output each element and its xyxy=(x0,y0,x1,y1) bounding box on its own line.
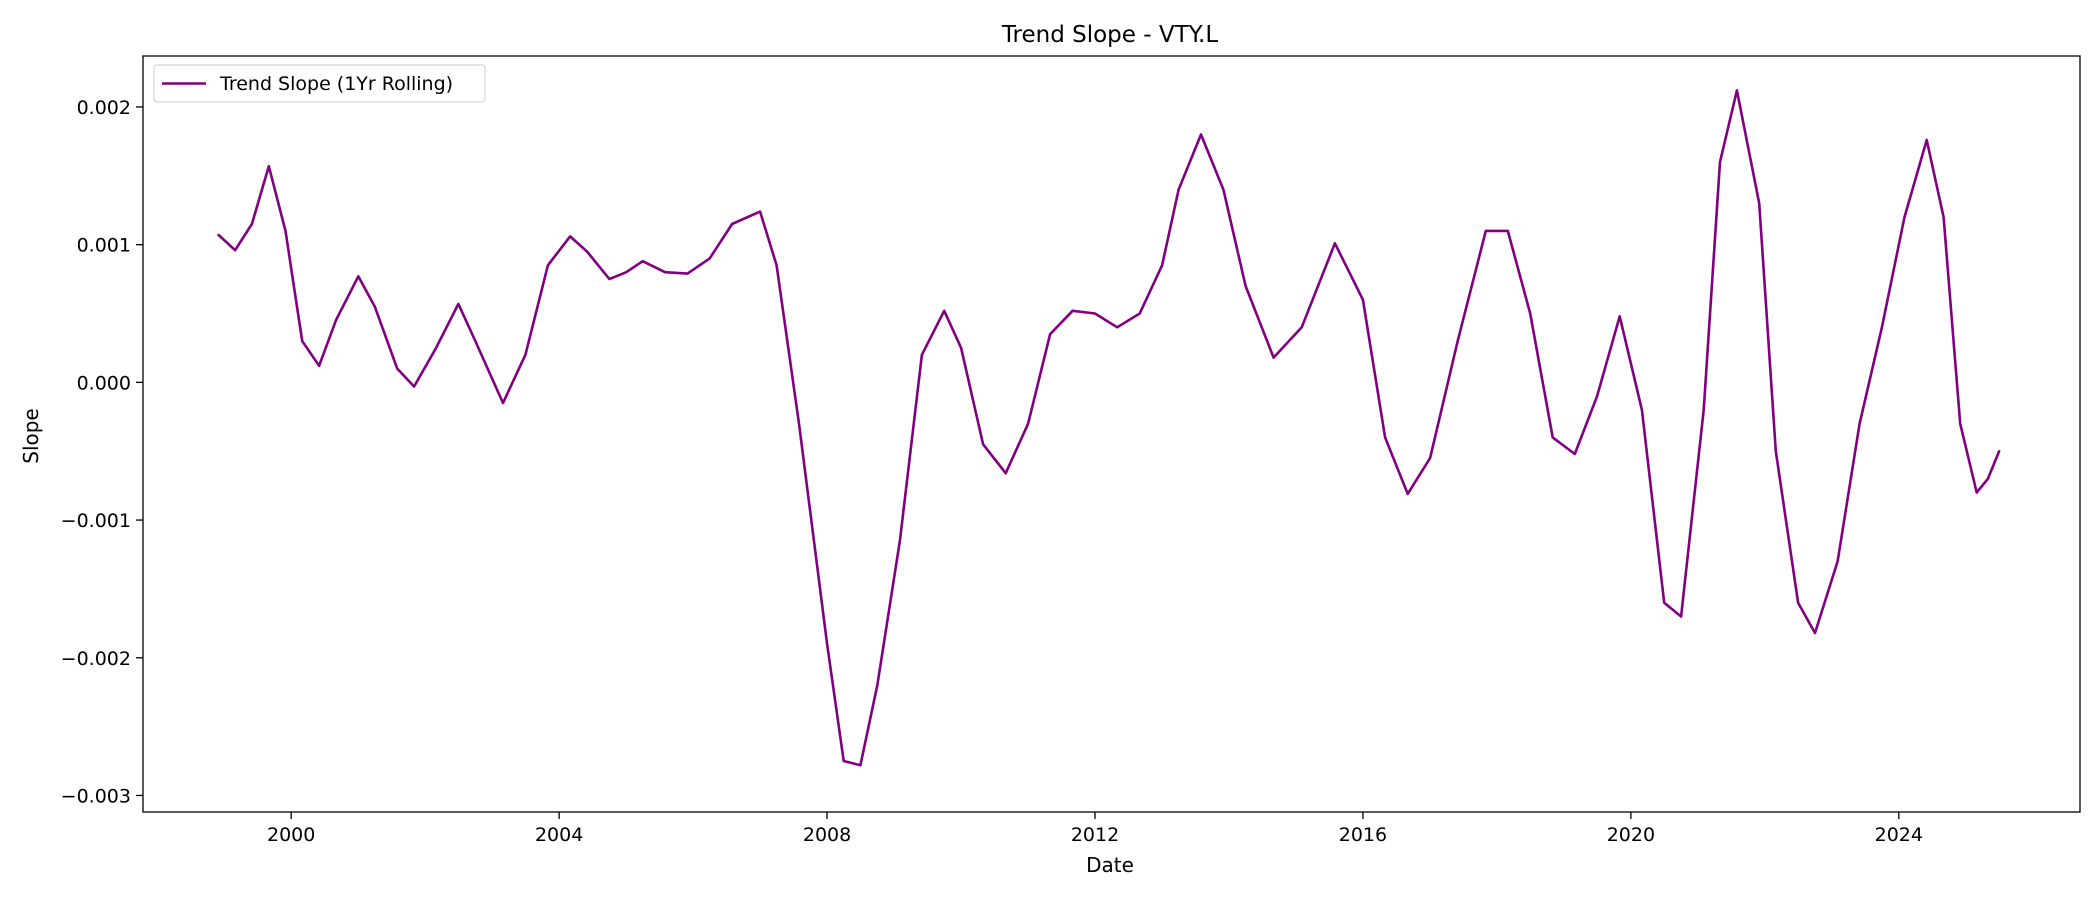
x-tick-label: 2016 xyxy=(1339,824,1387,846)
x-tick-label: 2020 xyxy=(1607,824,1655,846)
legend-box xyxy=(153,64,486,103)
y-axis-title: Slope xyxy=(19,408,43,464)
x-tick-label: 2024 xyxy=(1875,824,1923,846)
x-tick-label: 2000 xyxy=(267,824,315,846)
y-tick-label: −0.003 xyxy=(61,785,131,807)
x-tick-label: 2012 xyxy=(1071,824,1119,846)
series-line-0 xyxy=(217,89,2001,767)
legend: Trend Slope (1Yr Rolling) xyxy=(153,64,486,103)
x-tick-label: 2004 xyxy=(535,824,583,846)
axes-frame xyxy=(142,55,2081,813)
legend-label: Trend Slope (1Yr Rolling) xyxy=(219,73,453,95)
x-tick-label: 2008 xyxy=(803,824,851,846)
chart-title: Trend Slope - VTY.L xyxy=(1001,22,1218,48)
x-axis-title: Date xyxy=(1086,853,1134,877)
y-tick-label: 0.001 xyxy=(77,235,131,257)
y-tick-label: 0.000 xyxy=(77,372,131,394)
y-tick-label: −0.001 xyxy=(61,510,131,532)
plot-area: 2000 2004 2008 2012 2016 2020 2024 0.002 0.001 0.… xyxy=(61,55,2081,846)
y-tick-label: −0.002 xyxy=(61,648,131,670)
y-tick-label: 0.002 xyxy=(77,97,131,119)
